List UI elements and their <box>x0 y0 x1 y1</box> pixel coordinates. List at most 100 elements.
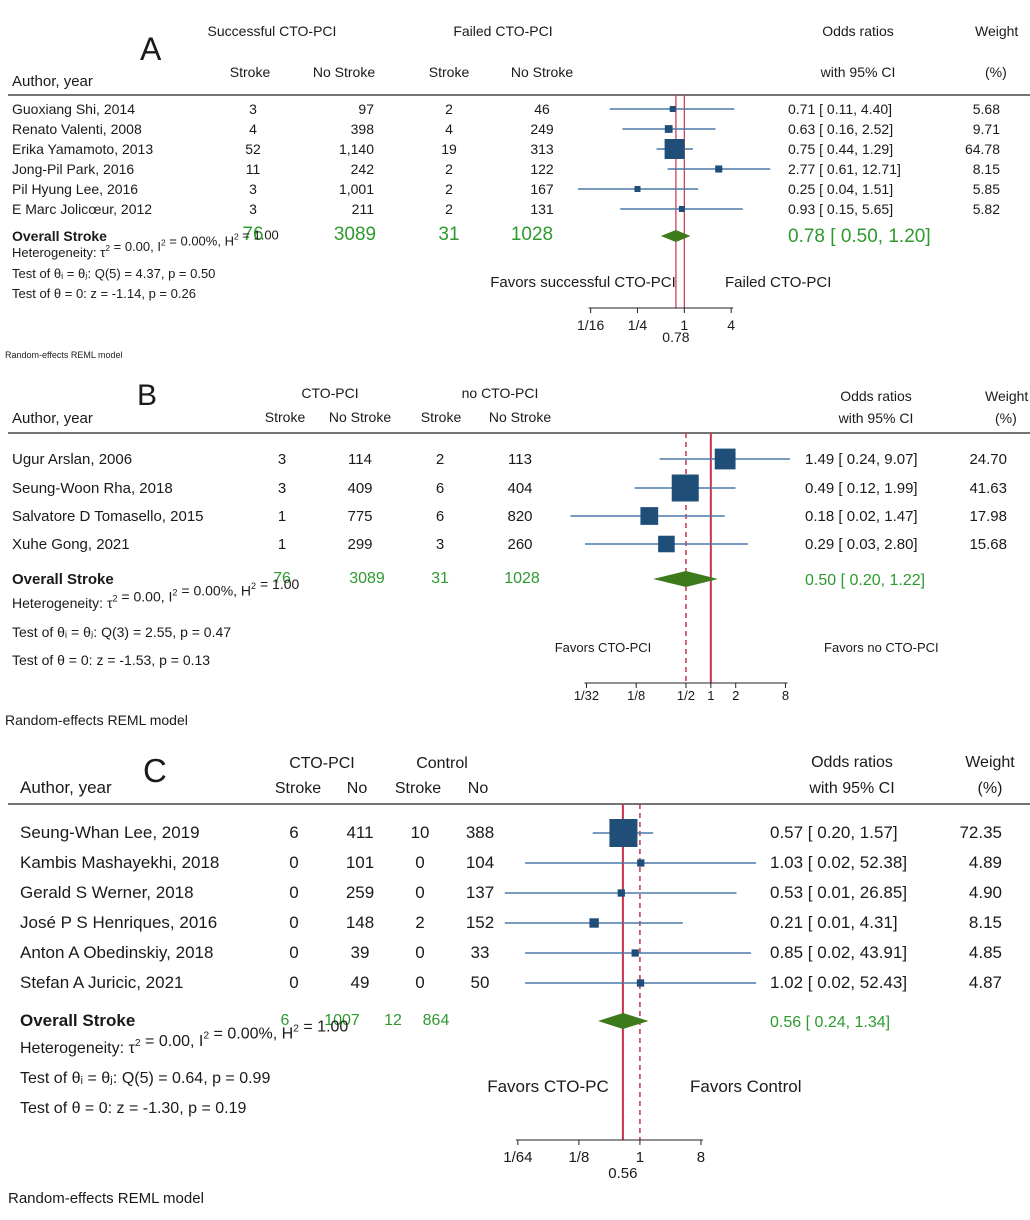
column-header: Stroke <box>275 780 321 797</box>
column-header: No Stroke <box>489 409 551 425</box>
study-count: 10 <box>411 823 430 842</box>
study-or-ci: 1.02 [ 0.02, 52.43] <box>770 973 907 992</box>
panel-label: B <box>137 379 157 412</box>
study-count: 775 <box>347 508 372 525</box>
x-tick-label: 8 <box>697 1149 705 1166</box>
study-count: 113 <box>508 451 532 468</box>
study-or-ci: 0.29 [ 0.03, 2.80] <box>805 536 918 553</box>
study-author: José P S Henriques, 2016 <box>20 913 217 932</box>
weight-header: (%) <box>978 780 1003 797</box>
study-count: 260 <box>507 536 532 553</box>
study-weight: 41.63 <box>969 480 1007 497</box>
study-author: Ugur Arslan, 2006 <box>12 451 132 468</box>
favors-right-label: Favors Control <box>690 1077 801 1096</box>
model-note: Random-effects REML model <box>5 712 188 728</box>
column-header: No Stroke <box>329 409 391 425</box>
heterogeneity-stat: Test of θᵢ = θⱼ: Q(5) = 4.37, p = 0.50 <box>12 266 215 281</box>
overall-count: 76 <box>273 570 291 587</box>
favors-left-label: Favors successful CTO-PCI <box>490 274 676 291</box>
study-or-ci: 1.03 [ 0.02, 52.38] <box>770 853 907 872</box>
or-header: with 95% CI <box>808 780 894 797</box>
study-count: 242 <box>351 161 375 177</box>
author-header: Author, year <box>12 410 93 427</box>
effect-square <box>631 949 639 957</box>
study-count: 11 <box>246 161 261 177</box>
effect-square <box>669 106 676 112</box>
or-header: Odds ratios <box>811 754 893 771</box>
heterogeneity-stat: Test of θ = 0: z = -1.53, p = 0.13 <box>12 652 210 668</box>
or-header: with 95% CI <box>820 64 896 80</box>
study-count: 388 <box>466 823 494 842</box>
x-tick-label: 4 <box>727 317 735 333</box>
study-or-ci: 0.75 [ 0.44, 1.29] <box>788 141 893 157</box>
study-author: Guoxiang Shi, 2014 <box>12 101 135 117</box>
study-weight: 4.90 <box>969 883 1002 902</box>
group-header: CTO-PCI <box>301 385 358 401</box>
study-author: Stefan A Juricic, 2021 <box>20 973 184 992</box>
study-count: 1 <box>278 536 286 553</box>
x-tick-label: 1 <box>636 1149 644 1166</box>
study-count: 2 <box>445 101 453 117</box>
study-author: Xuhe Gong, 2021 <box>12 536 130 553</box>
study-weight: 5.85 <box>973 181 1000 197</box>
weight-header: Weight <box>965 754 1015 771</box>
study-count: 33 <box>471 943 490 962</box>
study-count: 104 <box>466 853 494 872</box>
overall-label: Overall Stroke <box>12 228 107 244</box>
study-count: 2 <box>445 181 453 197</box>
study-count: 313 <box>530 141 554 157</box>
heterogeneity-stat: Test of θ = 0: z = -1.30, p = 0.19 <box>20 1100 246 1117</box>
study-count: 1,140 <box>339 141 374 157</box>
favors-right-label: Failed CTO-PCI <box>725 274 831 291</box>
study-count: 3 <box>249 181 257 197</box>
column-header: Stroke <box>395 780 441 797</box>
x-tick-label: 1/8 <box>568 1149 589 1166</box>
study-count: 6 <box>436 480 444 497</box>
study-or-ci: 0.85 [ 0.02, 43.91] <box>770 943 907 962</box>
study-weight: 17.98 <box>969 508 1007 525</box>
weight-header: Weight <box>985 388 1028 404</box>
study-count: 4 <box>445 121 453 137</box>
study-author: Seung-Whan Lee, 2019 <box>20 823 200 842</box>
study-weight: 64.78 <box>965 141 1000 157</box>
group-header: Failed CTO-PCI <box>453 23 552 39</box>
study-author: Salvatore D Tomasello, 2015 <box>12 508 204 525</box>
effect-square <box>617 889 625 897</box>
column-header: Stroke <box>265 409 306 425</box>
group-header: CTO-PCI <box>289 755 354 772</box>
pooled-tick-label: 0.56 <box>608 1165 637 1182</box>
overall-or-ci: 0.56 [ 0.24, 1.34] <box>770 1014 890 1031</box>
study-count: 0 <box>415 853 424 872</box>
overall-diamond <box>660 230 691 242</box>
study-count: 46 <box>534 101 550 117</box>
column-header: Stroke <box>421 409 462 425</box>
effect-square <box>589 918 599 928</box>
overall-count: 12 <box>384 1012 402 1029</box>
study-author: Seung-Woon Rha, 2018 <box>12 480 173 497</box>
study-weight: 5.68 <box>973 101 1000 117</box>
study-count: 2 <box>415 913 424 932</box>
study-count: 0 <box>415 883 424 902</box>
x-tick-label: 1/8 <box>627 688 645 703</box>
author-header: Author, year <box>20 778 112 797</box>
study-weight: 9.71 <box>973 121 1000 137</box>
author-header: Author, year <box>12 73 93 90</box>
study-or-ci: 0.25 [ 0.04, 1.51] <box>788 181 893 197</box>
study-count: 122 <box>530 161 554 177</box>
overall-count: 6 <box>281 1012 290 1029</box>
study-count: 3 <box>249 101 257 117</box>
heterogeneity-stat: Heterogeneity: τ2 = 0.00, I2 = 0.00%, H2… <box>20 1018 348 1057</box>
overall-count: 1028 <box>511 224 553 245</box>
overall-count: 1028 <box>504 570 540 587</box>
effect-square <box>634 185 641 193</box>
effect-square <box>664 139 685 159</box>
study-or-ci: 1.49 [ 0.24, 9.07] <box>805 451 918 468</box>
study-count: 39 <box>351 943 370 962</box>
study-weight: 5.82 <box>973 201 1000 217</box>
effect-square <box>609 819 638 847</box>
column-header: Stroke <box>429 64 470 80</box>
effect-square <box>715 165 723 173</box>
study-count: 0 <box>289 853 298 872</box>
x-tick-label: 1 <box>707 688 714 703</box>
study-count: 3 <box>278 480 286 497</box>
